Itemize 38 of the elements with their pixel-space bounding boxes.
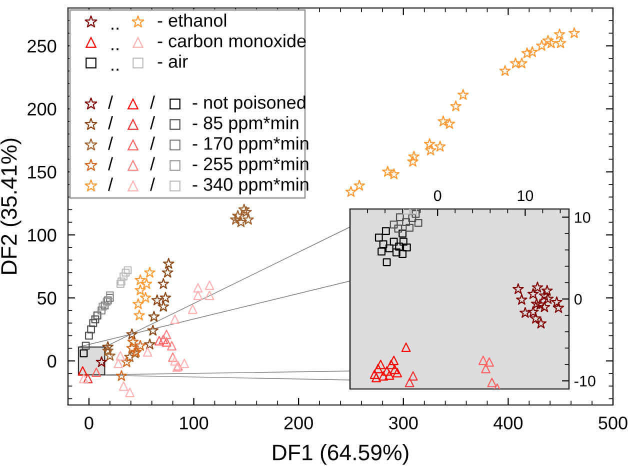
x-tick-label: 400 [494,416,523,430]
annotation: .. [112,28,118,30]
text: / [108,136,114,150]
text: / [150,136,156,150]
text: / [150,157,156,170]
x-tick-label: 0 [84,416,94,430]
text: / [150,116,156,130]
y-tick-label: -10 [574,376,596,387]
text: / [108,178,114,191]
y-tick-label: 0 [574,294,582,305]
annotation: - carbon monoxide [158,34,306,48]
annotation: - not poisoned [192,96,306,112]
annotation: - 85 ppm*min [192,116,298,133]
text: / [108,157,114,170]
y-tick-label: 50 [38,292,56,305]
annotation: - 255 ppm*min [192,157,308,174]
y-tick-label: 100 [28,228,56,242]
text: / [150,96,156,109]
x-tick-label: 100 [180,416,208,430]
annotation: - air [158,54,188,68]
x-axis-title: DF1 (64.59%) [273,444,408,465]
y-tick-label: 250 [28,40,56,53]
y-tick-label: 0 [48,354,56,368]
y-tick-label: 200 [28,102,56,116]
x-tick-label: 300 [389,416,418,430]
y-tick-label: 10 [575,212,590,223]
text: .. [112,68,118,71]
text: / [150,178,156,191]
text: .. [112,48,118,50]
annotation: - 340 ppm*min [192,178,308,194]
text: / [108,116,114,130]
x-tick-label: 200 [284,416,313,430]
annotation: - ethanol [158,14,226,27]
annotation: - 170 ppm*min [192,136,308,154]
annotation: / [108,96,114,109]
x-tick-label: 500 [598,416,628,430]
y-axis-title: DF2 (35.41%) [0,138,22,274]
y-tick-label: 150 [28,166,56,179]
